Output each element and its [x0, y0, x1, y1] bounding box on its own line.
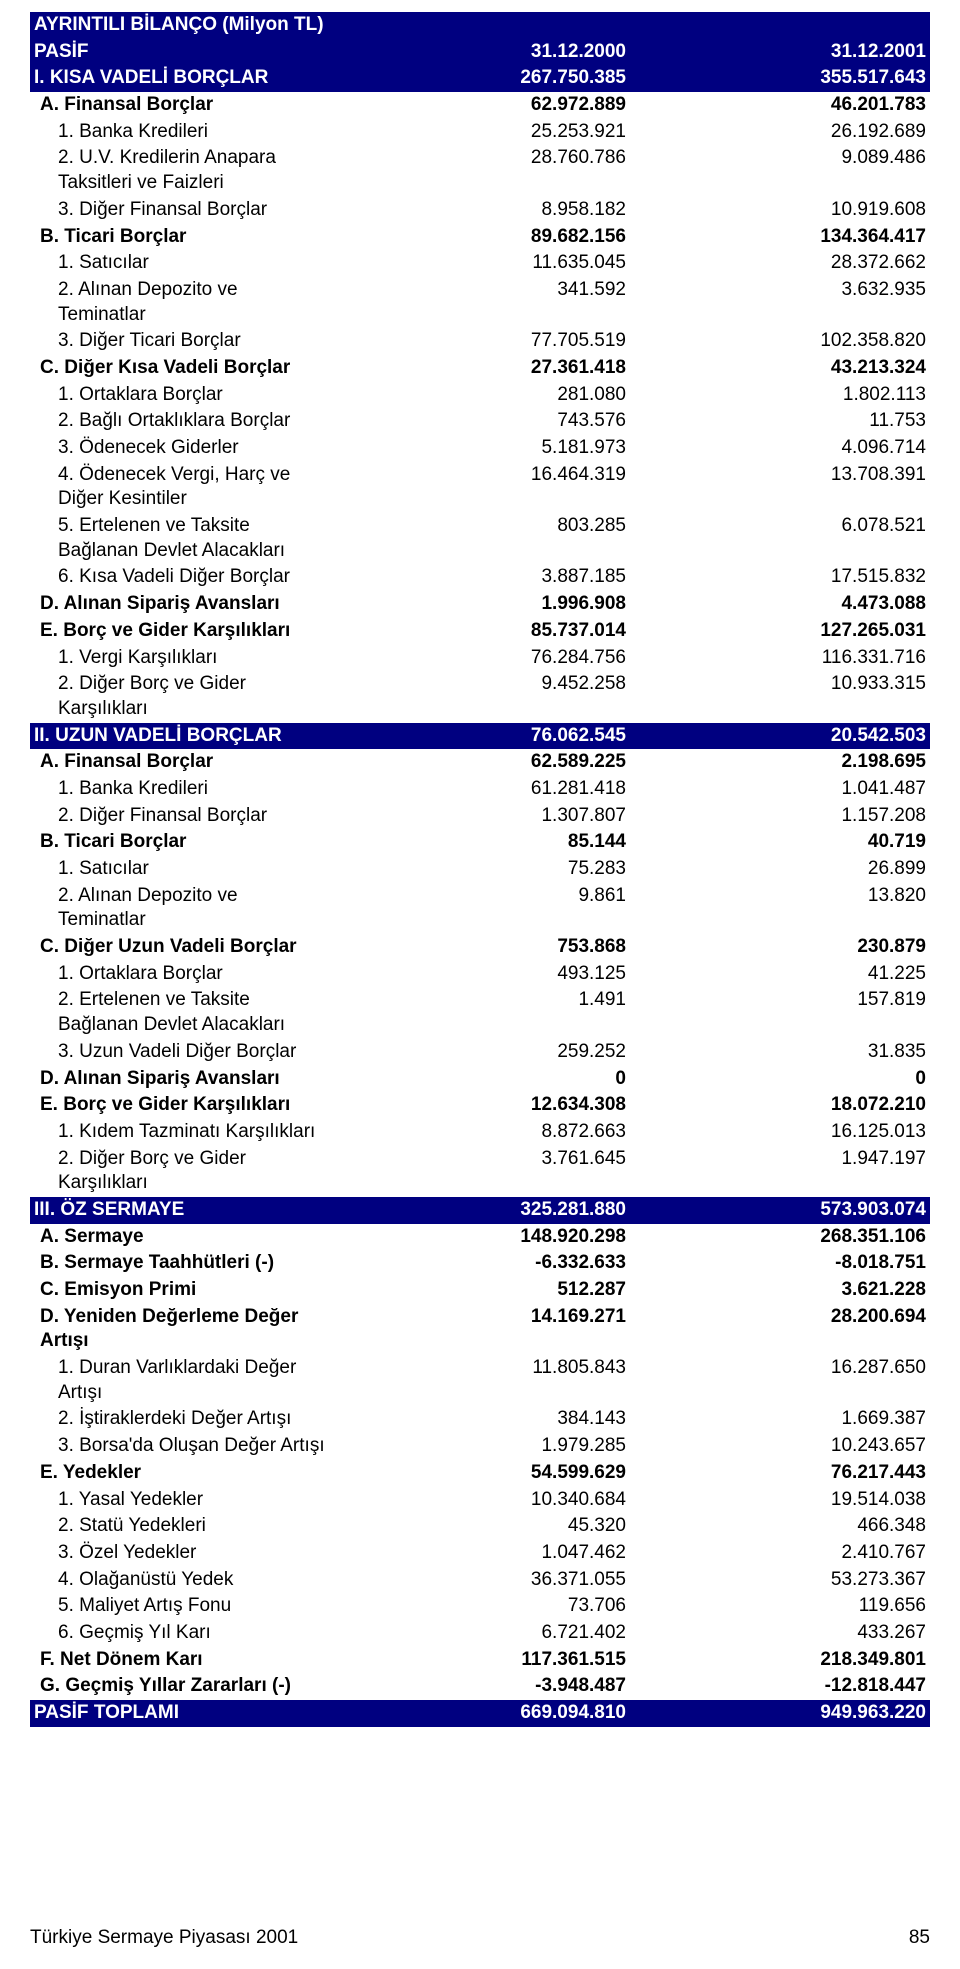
- table-row: 1. Yasal Yedekler10.340.68419.514.038: [30, 1487, 930, 1514]
- table-title: AYRINTILI BİLANÇO (Milyon TL): [30, 12, 930, 39]
- table-row: 4. Ödenecek Vergi, Harç ve Diğer Kesinti…: [30, 462, 930, 513]
- page-footer: Türkiye Sermaye Piyasası 2001 85: [30, 1927, 930, 1949]
- col-2001: 31.12.2001: [630, 39, 930, 66]
- table-row: 5. Maliyet Artış Fonu73.706119.656: [30, 1593, 930, 1620]
- table-row: 2. Ertelenen ve Taksite Bağlanan Devlet …: [30, 987, 930, 1038]
- table-row: 1. Ortaklara Borçlar493.12541.225: [30, 961, 930, 988]
- table-row: 3. Ödenecek Giderler5.181.9734.096.714: [30, 435, 930, 462]
- table-row: 1. Banka Kredileri25.253.92126.192.689: [30, 119, 930, 146]
- section-3-v1: 325.281.880: [330, 1197, 630, 1224]
- table-row: C. Diğer Kısa Vadeli Borçlar27.361.41843…: [30, 355, 930, 382]
- table-row: F. Net Dönem Karı117.361.515218.349.801: [30, 1647, 930, 1674]
- footer-left: Türkiye Sermaye Piyasası 2001: [30, 1927, 298, 1949]
- section-1-row: I. KISA VADELİ BORÇLAR 267.750.385 355.5…: [30, 65, 930, 92]
- section-1-label: I. KISA VADELİ BORÇLAR: [30, 65, 330, 92]
- table-row: E. Borç ve Gider Karşılıkları85.737.0141…: [30, 618, 930, 645]
- table-row: E. Borç ve Gider Karşılıkları12.634.3081…: [30, 1092, 930, 1119]
- table-row: C. Emisyon Primi512.2873.621.228: [30, 1277, 930, 1304]
- section-2-label: II. UZUN VADELİ BORÇLAR: [30, 723, 330, 750]
- table-row: 1. Kıdem Tazminatı Karşılıkları8.872.663…: [30, 1119, 930, 1146]
- table-row: 2. Diğer Finansal Borçlar1.307.8071.157.…: [30, 803, 930, 830]
- table-row: D. Yeniden Değerleme Değer Artışı14.169.…: [30, 1304, 930, 1355]
- table-row: B. Sermaye Taahhütleri (-)-6.332.633-8.0…: [30, 1250, 930, 1277]
- table-row: 1. Satıcılar75.28326.899: [30, 856, 930, 883]
- table-row: 2. Bağlı Ortaklıklara Borçlar743.57611.7…: [30, 408, 930, 435]
- table-row: 2. U.V. Kredilerin Anapara Taksitleri ve…: [30, 145, 930, 196]
- section-3-label: III. ÖZ SERMAYE: [30, 1197, 330, 1224]
- table-row: G. Geçmiş Yıllar Zararları (-)-3.948.487…: [30, 1673, 930, 1700]
- table-row: 1. Ortaklara Borçlar281.0801.802.113: [30, 382, 930, 409]
- total-label: PASİF TOPLAMI: [30, 1700, 330, 1727]
- table-row: 6. Geçmiş Yıl Karı6.721.402433.267: [30, 1620, 930, 1647]
- page-number: 85: [909, 1927, 930, 1949]
- table-row: A. Sermaye148.920.298268.351.106: [30, 1224, 930, 1251]
- table-row: 2. Statü Yedekleri45.320466.348: [30, 1513, 930, 1540]
- table-row: D. Alınan Sipariş Avansları00: [30, 1066, 930, 1093]
- section-3-row: III. ÖZ SERMAYE 325.281.880 573.903.074: [30, 1197, 930, 1224]
- table-row: 2. Alınan Depozito ve Teminatlar9.86113.…: [30, 883, 930, 934]
- table-row: A. Finansal Borçlar62.972.88946.201.783: [30, 92, 930, 119]
- section-2-v2: 20.542.503: [630, 723, 930, 750]
- balance-sheet-table: AYRINTILI BİLANÇO (Milyon TL) PASİF 31.1…: [30, 12, 930, 1727]
- table-row: D. Alınan Sipariş Avansları1.996.9084.47…: [30, 591, 930, 618]
- table-row: 3. Diğer Finansal Borçlar8.958.18210.919…: [30, 197, 930, 224]
- table-row: 1. Vergi Karşılıkları76.284.756116.331.7…: [30, 645, 930, 672]
- section-1-v1: 267.750.385: [330, 65, 630, 92]
- col-2000: 31.12.2000: [330, 39, 630, 66]
- table-row: 2. Diğer Borç ve Gider Karşılıkları9.452…: [30, 671, 930, 722]
- section-2-row: II. UZUN VADELİ BORÇLAR 76.062.545 20.54…: [30, 723, 930, 750]
- table-row: E. Yedekler54.599.62976.217.443: [30, 1460, 930, 1487]
- table-row: 3. Borsa'da Oluşan Değer Artışı1.979.285…: [30, 1433, 930, 1460]
- total-row: PASİF TOPLAMI 669.094.810 949.963.220: [30, 1700, 930, 1727]
- table-row: 2. Diğer Borç ve Gider Karşılıkları3.761…: [30, 1146, 930, 1197]
- table-row: 2. İştiraklerdeki Değer Artışı384.1431.6…: [30, 1406, 930, 1433]
- section-1-v2: 355.517.643: [630, 65, 930, 92]
- table-row: 3. Diğer Ticari Borçlar77.705.519102.358…: [30, 328, 930, 355]
- table-row: B. Ticari Borçlar89.682.156134.364.417: [30, 224, 930, 251]
- table-row: 1. Satıcılar11.635.04528.372.662: [30, 250, 930, 277]
- section-3-v2: 573.903.074: [630, 1197, 930, 1224]
- column-header-row: PASİF 31.12.2000 31.12.2001: [30, 39, 930, 66]
- table-row: 4. Olağanüstü Yedek36.371.05553.273.367: [30, 1567, 930, 1594]
- table-row: 3. Özel Yedekler1.047.4622.410.767: [30, 1540, 930, 1567]
- section-2-v1: 76.062.545: [330, 723, 630, 750]
- section-label: PASİF: [30, 39, 330, 66]
- table-row: B. Ticari Borçlar85.14440.719: [30, 829, 930, 856]
- total-v2: 949.963.220: [630, 1700, 930, 1727]
- table-row: 3. Uzun Vadeli Diğer Borçlar259.25231.83…: [30, 1039, 930, 1066]
- table-row: 6. Kısa Vadeli Diğer Borçlar3.887.18517.…: [30, 564, 930, 591]
- table-row: 5. Ertelenen ve Taksite Bağlanan Devlet …: [30, 513, 930, 564]
- table-title-row: AYRINTILI BİLANÇO (Milyon TL): [30, 12, 930, 39]
- total-v1: 669.094.810: [330, 1700, 630, 1727]
- table-row: A. Finansal Borçlar62.589.2252.198.695: [30, 749, 930, 776]
- table-row: 1. Banka Kredileri61.281.4181.041.487: [30, 776, 930, 803]
- table-row: 1. Duran Varlıklardaki Değer Artışı11.80…: [30, 1355, 930, 1406]
- table-row: C. Diğer Uzun Vadeli Borçlar753.868230.8…: [30, 934, 930, 961]
- table-row: 2. Alınan Depozito ve Teminatlar341.5923…: [30, 277, 930, 328]
